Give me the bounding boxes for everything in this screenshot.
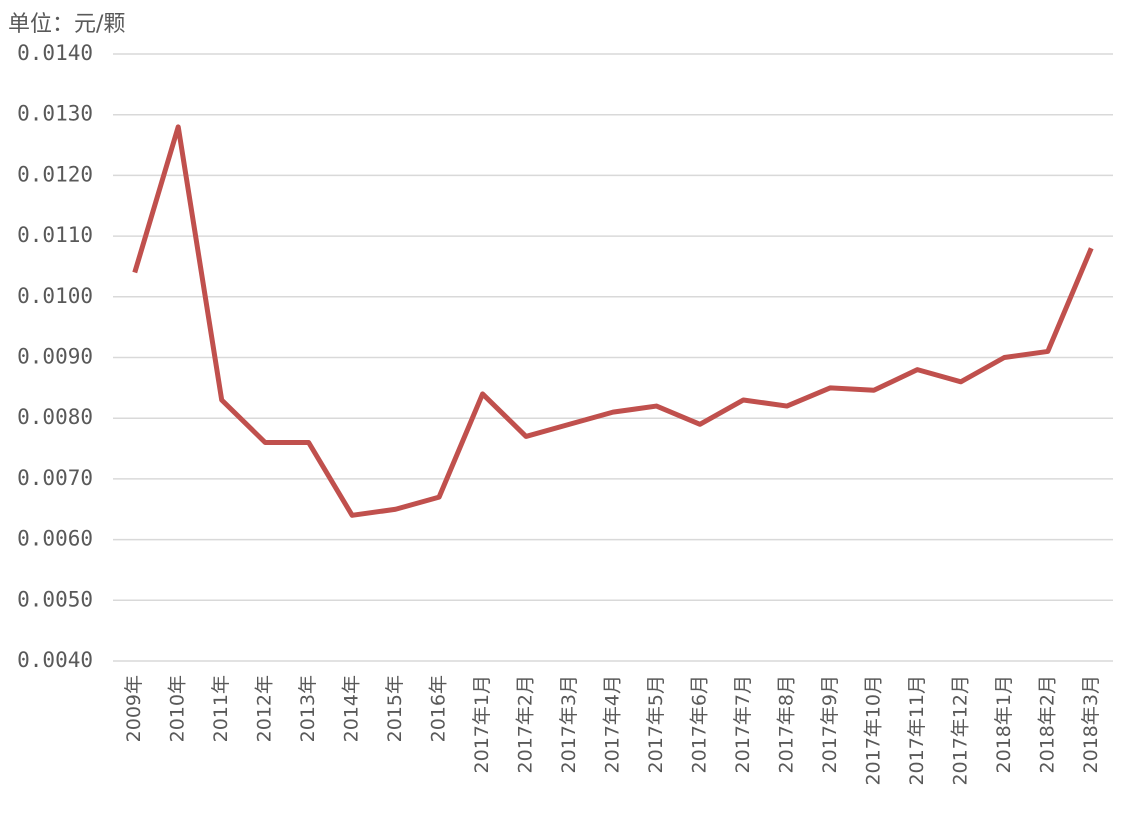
x-tick-label: 2017年9月 [819, 675, 841, 773]
y-tick-label: 0.0120 [17, 162, 93, 186]
x-tick-label: 2017年3月 [558, 675, 580, 773]
data-line [132, 124, 1094, 518]
x-tick-label: 2010年 [167, 675, 189, 742]
y-tick-label: 0.0110 [17, 223, 93, 247]
y-tick-label: 0.0070 [17, 466, 93, 490]
x-tick-label: 2017年7月 [732, 675, 754, 773]
y-tick-label: 0.0130 [17, 102, 93, 126]
x-tick-label: 2017年11月 [906, 675, 928, 786]
x-tick-label: 2017年1月 [471, 675, 493, 773]
x-tick-label: 2018年3月 [1080, 675, 1102, 773]
x-tick-label: 2014年 [341, 675, 363, 742]
x-tick-label: 2012年 [254, 675, 276, 742]
y-tick-label: 0.0050 [17, 587, 93, 611]
x-tick-label: 2009年 [123, 675, 145, 742]
x-tick-label: 2017年2月 [515, 675, 537, 773]
y-tick-label: 0.0060 [17, 527, 93, 551]
x-tick-label: 2017年4月 [602, 675, 624, 773]
y-tick-label: 0.0090 [17, 345, 93, 369]
x-tick-label: 2017年6月 [688, 675, 710, 773]
y-tick-label: 0.0040 [17, 648, 93, 672]
x-tick-label: 2017年10月 [862, 675, 884, 786]
unit-label: 单位：元/颗 [8, 12, 125, 37]
y-tick-label: 0.0140 [17, 41, 93, 65]
y-tick-label: 0.0100 [17, 284, 93, 308]
x-tick-label: 2015年 [384, 675, 406, 742]
y-tick-label: 0.0080 [17, 405, 93, 429]
x-tick-label: 2017年8月 [775, 675, 797, 773]
x-tick-label: 2013年 [297, 675, 319, 742]
x-tick-label: 2016年 [428, 675, 450, 742]
x-tick-label: 2018年2月 [1036, 675, 1058, 773]
x-tick-label: 2011年 [210, 675, 232, 742]
x-tick-label: 2017年12月 [949, 675, 971, 786]
x-tick-label: 2017年5月 [645, 675, 667, 773]
x-tick-label: 2018年1月 [993, 675, 1015, 773]
